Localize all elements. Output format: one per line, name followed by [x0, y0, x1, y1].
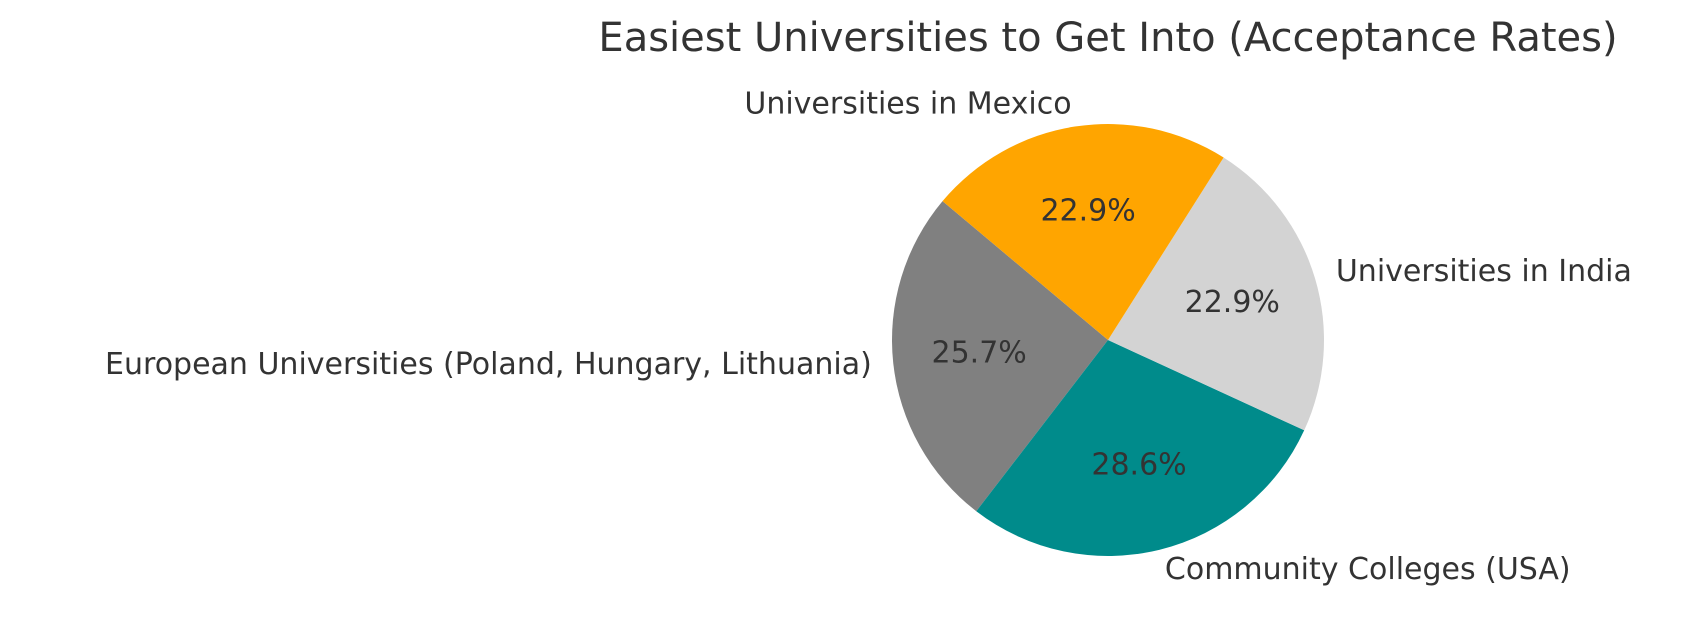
pie-slice: [942, 124, 1224, 340]
slice-label: European Universities (Poland, Hungary, …: [105, 347, 872, 382]
value-label: 28.6%: [1091, 447, 1186, 482]
pie-slice: [1108, 157, 1324, 431]
value-label: 22.9%: [1185, 285, 1280, 320]
slice-label: Community Colleges (USA): [1165, 552, 1571, 587]
pie-slice: [976, 340, 1305, 556]
chart-title: Easiest Universities to Get Into (Accept…: [598, 15, 1617, 61]
slice-label: Universities in Mexico: [744, 87, 1071, 122]
pie-slice: [892, 201, 1108, 512]
value-label: 22.9%: [1040, 193, 1135, 228]
slice-label: Universities in India: [1336, 254, 1632, 289]
value-label: 25.7%: [932, 336, 1027, 371]
